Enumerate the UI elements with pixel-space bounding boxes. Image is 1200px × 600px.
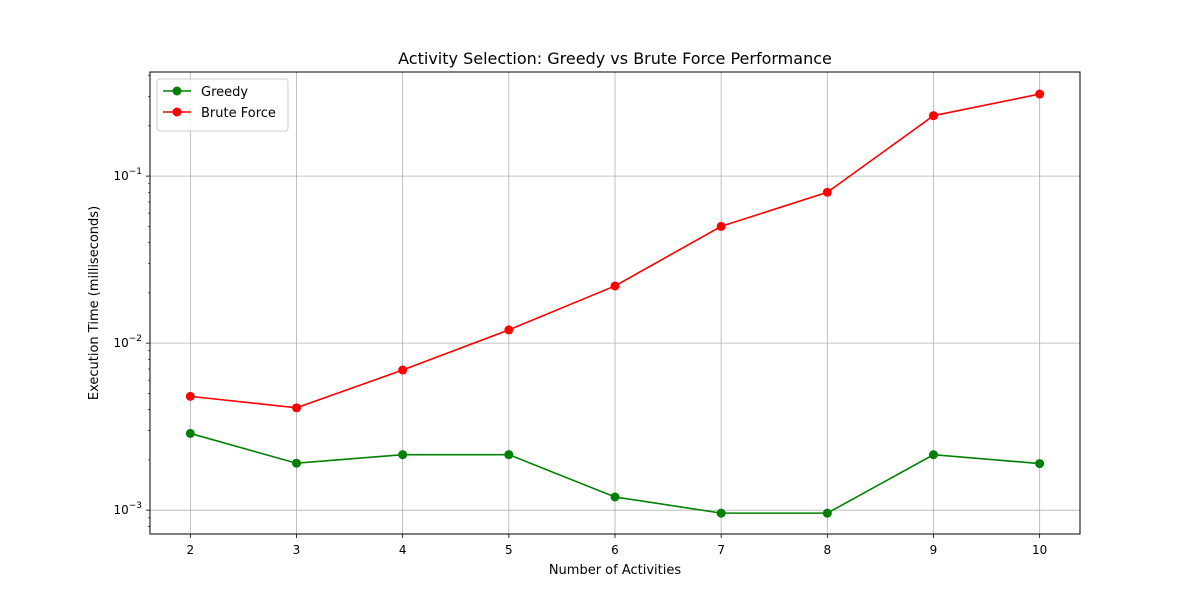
x-tick-label: 3	[293, 543, 301, 557]
x-tick-label: 8	[824, 543, 832, 557]
x-axis-label: Number of Activities	[549, 563, 682, 578]
data-point	[504, 325, 514, 335]
data-point	[398, 365, 408, 375]
data-point	[610, 281, 620, 291]
legend-label: Brute Force	[201, 106, 276, 121]
data-point	[716, 508, 726, 518]
x-tick-label: 9	[930, 543, 938, 557]
legend-frame	[156, 78, 289, 132]
data-point	[185, 428, 195, 438]
series-greedy	[185, 428, 1045, 518]
data-point	[292, 458, 302, 468]
series-layer	[185, 89, 1045, 518]
data-point	[1035, 459, 1045, 469]
x-tick-label: 10	[1032, 543, 1047, 557]
legend-label: Greedy	[201, 85, 248, 100]
y-tick-label: 10−1	[113, 167, 142, 183]
data-point	[928, 111, 938, 121]
x-tick-label: 7	[717, 543, 725, 557]
x-tick-label: 6	[611, 543, 619, 557]
y-tick-label: 10−3	[113, 501, 142, 517]
data-point	[185, 391, 195, 401]
axis-ticks: 2 3 4 5 6 7 8 9 10 10−3 10−2 10−1	[113, 75, 1047, 557]
data-point	[292, 403, 302, 413]
data-point	[504, 450, 514, 460]
x-tick-label: 5	[505, 543, 513, 557]
y-axis-label: Execution Time (milliseconds)	[87, 206, 102, 400]
legend-marker	[172, 107, 182, 117]
data-point	[716, 221, 726, 231]
data-point	[822, 508, 832, 518]
chart-title: Activity Selection: Greedy vs Brute Forc…	[398, 49, 832, 68]
legend: Greedy Brute Force	[156, 78, 289, 132]
data-point	[928, 450, 938, 460]
data-point	[398, 450, 408, 460]
x-tick-label: 2	[187, 543, 195, 557]
series-brute-force	[185, 89, 1045, 413]
data-point	[610, 492, 620, 502]
data-point	[822, 187, 832, 197]
x-tick-label: 4	[399, 543, 407, 557]
legend-marker	[172, 86, 182, 96]
data-point	[1035, 89, 1045, 99]
y-tick-label: 10−2	[113, 334, 142, 350]
